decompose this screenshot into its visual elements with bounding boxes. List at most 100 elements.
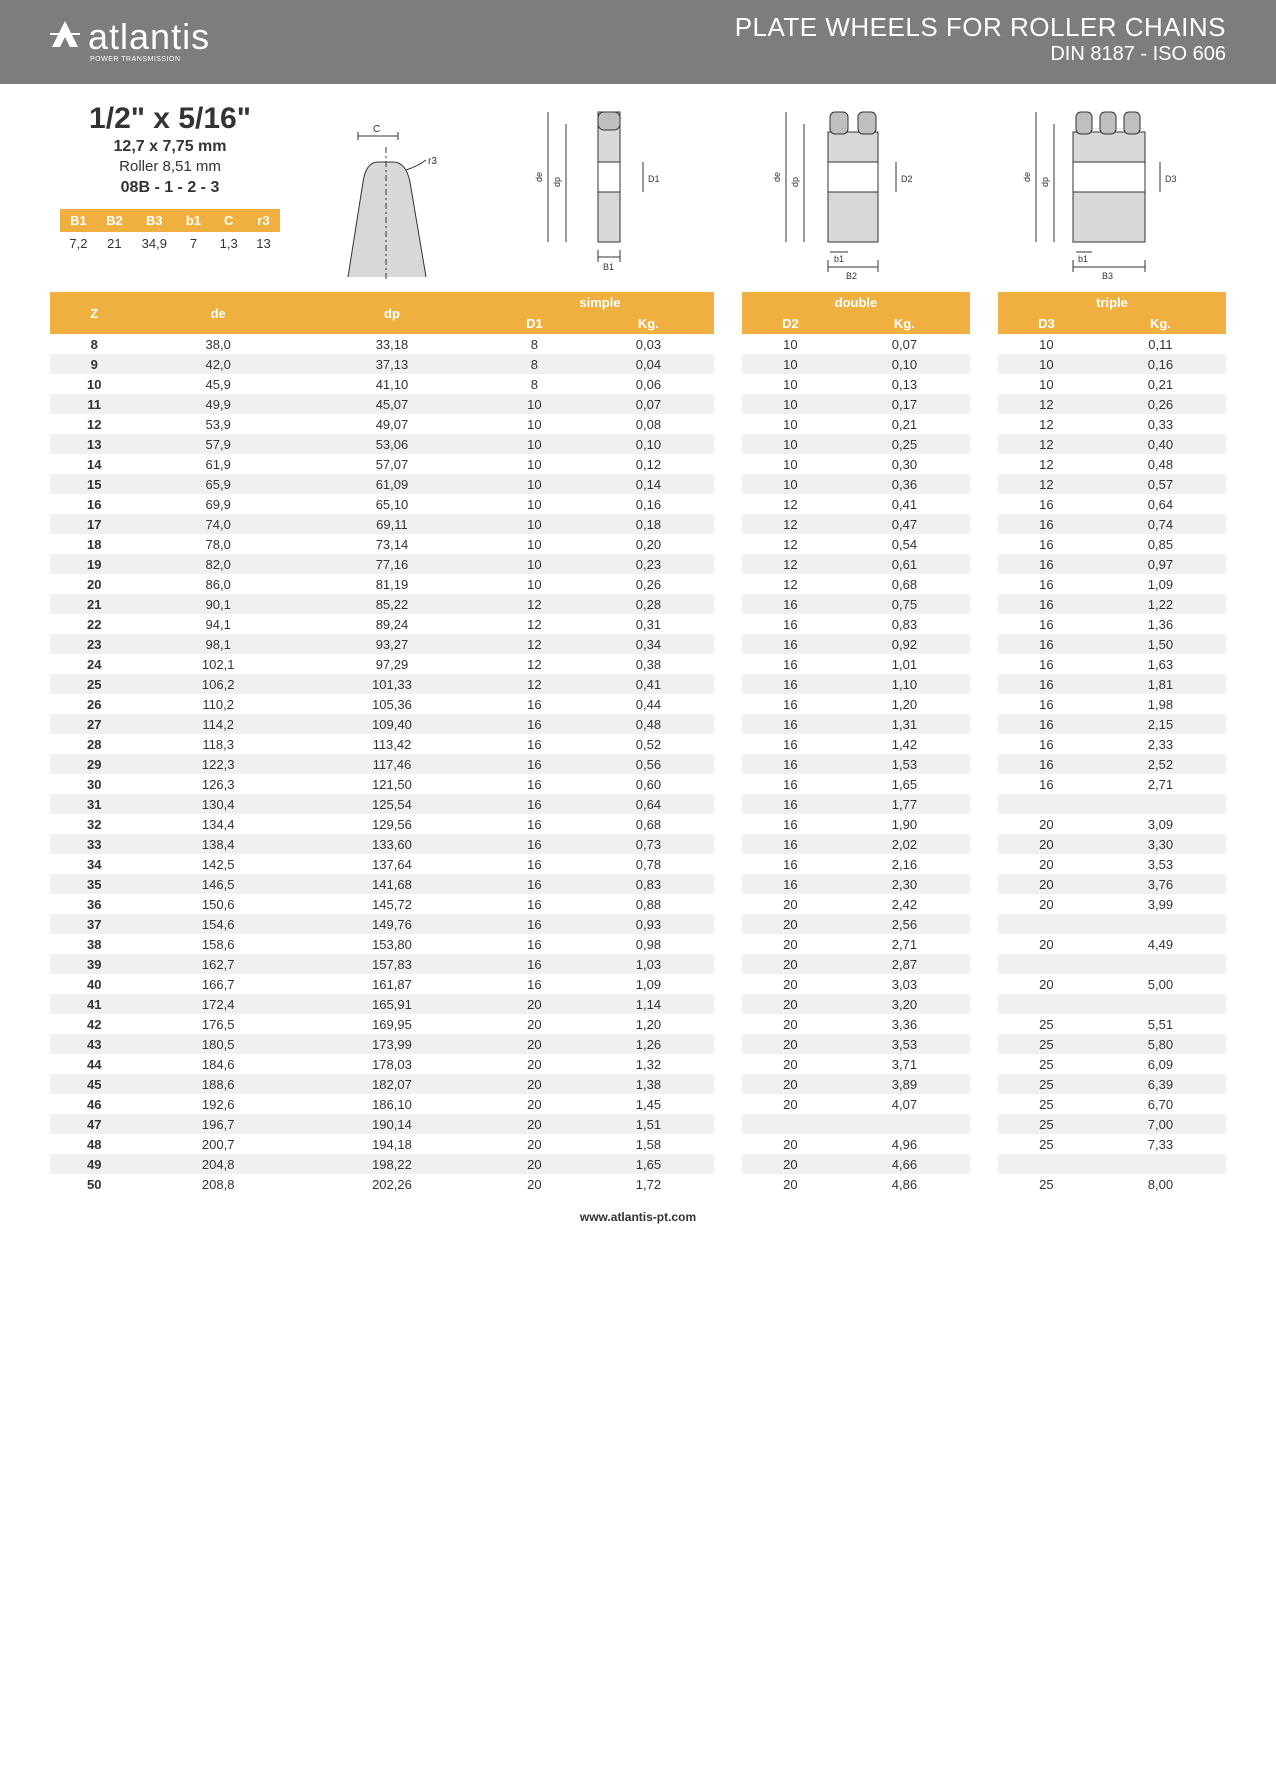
cell: 49 [50, 1154, 138, 1174]
cell: 166,7 [138, 974, 298, 994]
small-table: B1B2B3b1Cr3 7,22134,971,313 [60, 209, 280, 255]
label-c: C [373, 124, 380, 135]
cell: 0,03 [583, 334, 714, 354]
cell: 20 [486, 1054, 583, 1074]
cell: 40 [50, 974, 138, 994]
table-row: 1982,077,16100,23120,61160,97 [50, 554, 1226, 574]
logo-icon [50, 16, 80, 58]
cell: 0,21 [839, 414, 970, 434]
cell: 20 [50, 574, 138, 594]
cell: 121,50 [298, 774, 486, 794]
cell [1095, 1154, 1226, 1174]
spec-block: 1/2" x 5/16" 12,7 x 7,75 mm Roller 8,51 … [50, 102, 290, 255]
cell [970, 1034, 998, 1054]
cell: 16 [742, 594, 839, 614]
cell: 37 [50, 914, 138, 934]
cell: 25 [998, 1074, 1095, 1094]
cell: 45,9 [138, 374, 298, 394]
cell: 0,14 [583, 474, 714, 494]
table-row: 47196,7190,14201,51257,00 [50, 1114, 1226, 1134]
cell: 12 [486, 654, 583, 674]
cell: 0,56 [583, 754, 714, 774]
cell: 16 [486, 734, 583, 754]
cell [1095, 994, 1226, 1014]
cell [970, 714, 998, 734]
cell: 0,68 [583, 814, 714, 834]
cell: 1,03 [583, 954, 714, 974]
cell [970, 1074, 998, 1094]
cell: 94,1 [138, 614, 298, 634]
cell: 102,1 [138, 654, 298, 674]
cell: 12 [486, 634, 583, 654]
cell: 16 [742, 614, 839, 634]
cell: 3,36 [839, 1014, 970, 1034]
table-row: 37154,6149,76160,93202,56 [50, 914, 1226, 934]
cell: 12 [486, 614, 583, 634]
cell [714, 614, 742, 634]
table-row: 38158,6153,80160,98202,71204,49 [50, 934, 1226, 954]
cell [970, 394, 998, 414]
cell: 32 [50, 814, 138, 834]
cell: 10 [486, 474, 583, 494]
cell: 165,91 [298, 994, 486, 1014]
cell: 0,93 [583, 914, 714, 934]
small-td-5: 13 [247, 232, 280, 255]
cell: 2,16 [839, 854, 970, 874]
cell: 146,5 [138, 874, 298, 894]
cell [998, 1154, 1095, 1174]
cell: 8,00 [1095, 1174, 1226, 1194]
cell: 69,11 [298, 514, 486, 534]
cell [714, 374, 742, 394]
cell: 16 [998, 574, 1095, 594]
label-de3: de [1022, 172, 1032, 182]
label-dp3: dp [1040, 177, 1050, 187]
cell [998, 794, 1095, 814]
cell [970, 1174, 998, 1194]
col-d3: D3 [998, 313, 1095, 334]
cell: 3,89 [839, 1074, 970, 1094]
cell: 97,29 [298, 654, 486, 674]
cell: 20 [486, 1174, 583, 1194]
cell: 10 [742, 434, 839, 454]
cell: 16 [998, 714, 1095, 734]
cell: 8 [486, 354, 583, 374]
cell: 47 [50, 1114, 138, 1134]
cell: 25 [998, 1134, 1095, 1154]
cell: 10 [50, 374, 138, 394]
cell: 16 [486, 754, 583, 774]
cell: 16 [998, 674, 1095, 694]
cell [970, 914, 998, 934]
cell: 3,20 [839, 994, 970, 1014]
cell: 10 [742, 454, 839, 474]
cell: 114,2 [138, 714, 298, 734]
cell: 25 [998, 1174, 1095, 1194]
cell: 0,57 [1095, 474, 1226, 494]
cell [714, 854, 742, 874]
cell: 142,5 [138, 854, 298, 874]
label-dp2: dp [790, 177, 800, 187]
cell: 93,27 [298, 634, 486, 654]
label-de2: de [772, 172, 782, 182]
top-section: 1/2" x 5/16" 12,7 x 7,75 mm Roller 8,51 … [0, 84, 1276, 292]
cell: 49,9 [138, 394, 298, 414]
cell [970, 594, 998, 614]
cell: 1,09 [583, 974, 714, 994]
cell: 0,20 [583, 534, 714, 554]
cell: 12 [998, 414, 1095, 434]
cell: 0,23 [583, 554, 714, 574]
cell: 16 [486, 714, 583, 734]
cell [714, 1114, 742, 1134]
cell: 7,00 [1095, 1114, 1226, 1134]
cell: 118,3 [138, 734, 298, 754]
cell [714, 1054, 742, 1074]
cell [714, 414, 742, 434]
cell [970, 1114, 998, 1134]
cell: 9 [50, 354, 138, 374]
table-row: 25106,2101,33120,41161,10161,81 [50, 674, 1226, 694]
cell: 0,34 [583, 634, 714, 654]
cell: 10 [998, 374, 1095, 394]
cell: 20 [486, 1074, 583, 1094]
diagram-double: de dp D2 b1 B2 [768, 102, 938, 282]
cell: 204,8 [138, 1154, 298, 1174]
group-double: double [742, 292, 970, 313]
